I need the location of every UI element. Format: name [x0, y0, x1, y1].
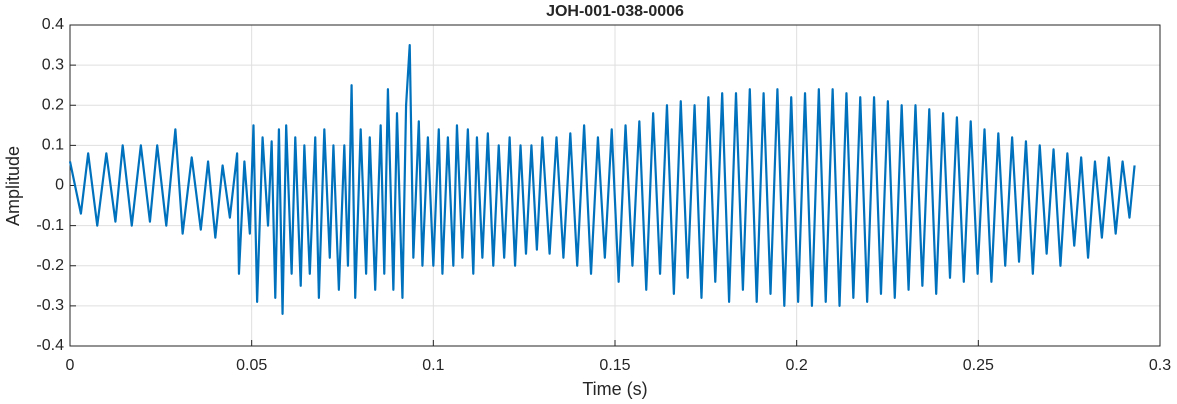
- waveform-line: [68, 43, 1136, 315]
- y-tick-label: -0.3: [36, 297, 64, 314]
- y-axis-label: Amplitude: [3, 146, 23, 226]
- y-tick-label: 0.1: [42, 137, 64, 154]
- x-tick-label: 0.25: [963, 357, 994, 374]
- y-tick-label: 0: [55, 177, 64, 194]
- plot-frame: [69, 24, 1161, 347]
- chart-title: JOH-001-038-0006: [546, 3, 684, 20]
- x-tick-label: 0.1: [422, 357, 444, 374]
- y-tick-label: 0.4: [42, 16, 64, 33]
- y-tick-label: 0.3: [42, 56, 64, 73]
- x-tick-label: 0.05: [236, 357, 267, 374]
- y-tick-label: -0.4: [36, 337, 64, 354]
- x-axis-label: Time (s): [582, 379, 647, 399]
- y-tick-label: -0.2: [36, 257, 64, 274]
- x-tick-label: 0.3: [1149, 357, 1171, 374]
- x-tick-label: 0.2: [786, 357, 808, 374]
- x-tick-label: 0.15: [599, 357, 630, 374]
- y-tick-label: 0.2: [42, 96, 64, 113]
- x-tick-label: 0: [66, 357, 75, 374]
- y-tick-label: -0.1: [36, 217, 64, 234]
